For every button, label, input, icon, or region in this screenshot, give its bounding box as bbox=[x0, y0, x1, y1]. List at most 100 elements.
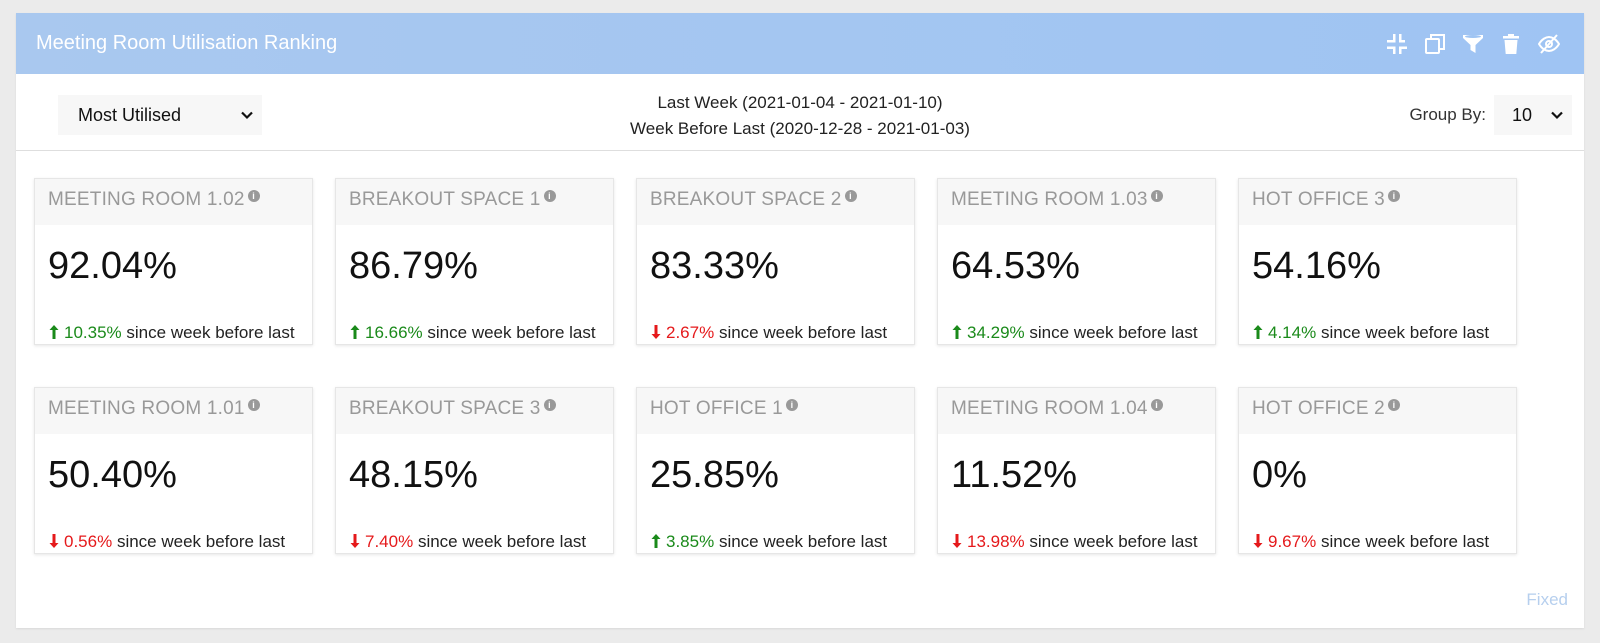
room-name: MEETING ROOM 1.03 bbox=[951, 189, 1148, 210]
utilisation-value: 92.04% bbox=[48, 245, 177, 287]
change-indicator: 13.98% since week before last bbox=[938, 510, 1215, 552]
utilisation-value: 48.15% bbox=[349, 454, 478, 496]
arrow-down-icon bbox=[952, 534, 962, 548]
arrow-down-icon bbox=[1253, 534, 1263, 548]
change-percent: 3.85% bbox=[666, 532, 715, 551]
change-suffix: since week before last bbox=[427, 323, 596, 342]
week-before-last-range: Week Before Last (2020-12-28 - 2021-01-0… bbox=[630, 119, 970, 138]
room-name: BREAKOUT SPACE 3 bbox=[349, 398, 541, 419]
room-card: HOT OFFICE 2 i 0% 9.67% since week before l… bbox=[1238, 387, 1517, 554]
info-icon[interactable]: i bbox=[1387, 190, 1400, 202]
card-header: MEETING ROOM 1.02 i bbox=[35, 179, 312, 225]
chevron-down-icon bbox=[1551, 111, 1563, 120]
eye-slash-icon[interactable] bbox=[1538, 33, 1560, 55]
change-indicator: 2.67% since week before last bbox=[637, 301, 914, 343]
room-card: BREAKOUT SPACE 3 i 48.15% 7.40% since week … bbox=[335, 387, 614, 554]
utilisation-value: 50.40% bbox=[48, 454, 177, 496]
room-name: HOT OFFICE 1 bbox=[650, 398, 783, 419]
panel-title: Meeting Room Utilisation Ranking bbox=[36, 32, 338, 54]
group-by-control: Group By: 10 bbox=[1409, 95, 1572, 135]
room-name: BREAKOUT SPACE 1 bbox=[349, 189, 541, 210]
sort-select[interactable]: Most Utilised bbox=[58, 95, 262, 135]
change-percent: 2.67% bbox=[666, 323, 715, 342]
room-card: MEETING ROOM 1.02 i 92.04% 10.35% since wee… bbox=[34, 178, 313, 345]
room-card: HOT OFFICE 1 i 25.85% 3.85% since week befo… bbox=[636, 387, 915, 554]
arrow-up-icon bbox=[350, 325, 360, 339]
change-indicator: 9.67% since week before last bbox=[1239, 510, 1516, 552]
change-percent: 16.66% bbox=[365, 323, 423, 342]
change-suffix: since week before last bbox=[417, 532, 587, 551]
group-by-select[interactable]: 10 bbox=[1494, 95, 1572, 135]
change-percent: 4.14% bbox=[1268, 323, 1317, 342]
fixed-label[interactable]: Fixed bbox=[1526, 590, 1568, 609]
arrow-up-icon bbox=[952, 325, 962, 339]
change-indicator: 10.35% since week before last bbox=[35, 301, 312, 343]
change-suffix: since week before last bbox=[718, 532, 888, 551]
utilisation-value: 54.16% bbox=[1252, 245, 1381, 287]
card-header: MEETING ROOM 1.04 i bbox=[938, 388, 1215, 434]
room-name: BREAKOUT SPACE 2 bbox=[650, 189, 842, 210]
info-icon[interactable]: i bbox=[247, 399, 260, 411]
arrow-down-icon bbox=[651, 325, 661, 339]
change-suffix: since week before last bbox=[126, 323, 295, 342]
utilisation-value: 86.79% bbox=[349, 245, 478, 287]
sort-select-value: Most Utilised bbox=[78, 104, 182, 125]
room-name: MEETING ROOM 1.04 bbox=[951, 398, 1148, 419]
info-icon[interactable]: i bbox=[543, 399, 556, 411]
copy-icon[interactable] bbox=[1424, 33, 1446, 55]
utilisation-value: 64.53% bbox=[951, 245, 1080, 287]
last-week-range: Last Week (2021-01-04 - 2021-01-10) bbox=[657, 93, 943, 112]
compress-icon[interactable] bbox=[1386, 33, 1408, 55]
info-icon[interactable]: i bbox=[844, 190, 857, 202]
room-card: MEETING ROOM 1.03 i 64.53% 34.29% since wee… bbox=[937, 178, 1216, 345]
info-icon[interactable]: i bbox=[247, 190, 260, 202]
change-percent: 0.56% bbox=[64, 532, 113, 551]
info-icon[interactable]: i bbox=[543, 190, 556, 202]
change-suffix: since week before last bbox=[1029, 532, 1198, 551]
info-icon[interactable]: i bbox=[1150, 399, 1163, 411]
room-card: HOT OFFICE 3 i 54.16% 4.14% since week befo… bbox=[1238, 178, 1517, 345]
change-indicator: 7.40% since week before last bbox=[336, 510, 613, 552]
panel-toolbar bbox=[1386, 33, 1560, 55]
card-header: MEETING ROOM 1.03 i bbox=[938, 179, 1215, 225]
arrow-up-icon bbox=[1253, 325, 1263, 339]
room-card: BREAKOUT SPACE 1 i 86.79% 16.66% since week… bbox=[335, 178, 614, 345]
change-suffix: since week before last bbox=[116, 532, 286, 551]
arrow-up-icon bbox=[651, 534, 661, 548]
change-indicator: 16.66% since week before last bbox=[336, 301, 613, 343]
change-suffix: since week before last bbox=[718, 323, 888, 342]
arrow-down-icon bbox=[350, 534, 360, 548]
trash-icon[interactable] bbox=[1500, 33, 1522, 55]
change-indicator: 0.56% since week before last bbox=[35, 510, 312, 552]
info-icon[interactable]: i bbox=[785, 399, 798, 411]
room-name: MEETING ROOM 1.02 bbox=[48, 189, 245, 210]
panel-header: Meeting Room Utilisation Ranking bbox=[16, 13, 1584, 74]
date-range-info: Last Week (2021-01-04 - 2021-01-10) Week… bbox=[16, 90, 1584, 142]
chevron-down-icon bbox=[241, 111, 253, 120]
room-card: BREAKOUT SPACE 2 i 83.33% 2.67% since week … bbox=[636, 178, 915, 345]
arrow-up-icon bbox=[49, 325, 59, 339]
utilisation-value: 0% bbox=[1252, 454, 1307, 496]
room-card: MEETING ROOM 1.04 i 11.52% 13.98% since wee… bbox=[937, 387, 1216, 554]
room-name: HOT OFFICE 3 bbox=[1252, 189, 1385, 210]
info-icon[interactable]: i bbox=[1387, 399, 1400, 411]
change-suffix: since week before last bbox=[1320, 323, 1490, 342]
group-by-label: Group By: bbox=[1409, 105, 1486, 124]
filter-icon[interactable] bbox=[1462, 33, 1484, 55]
room-name: HOT OFFICE 2 bbox=[1252, 398, 1385, 419]
controls-bar: Most Utilised Last Week (2021-01-04 - 20… bbox=[16, 74, 1584, 151]
card-header: MEETING ROOM 1.01 i bbox=[35, 388, 312, 434]
change-indicator: 4.14% since week before last bbox=[1239, 301, 1516, 343]
utilisation-value: 83.33% bbox=[650, 245, 779, 287]
info-icon[interactable]: i bbox=[1150, 190, 1163, 202]
change-percent: 13.98% bbox=[967, 532, 1025, 551]
utilisation-value: 11.52% bbox=[951, 454, 1078, 496]
change-suffix: since week before last bbox=[1029, 323, 1198, 342]
group-by-value: 10 bbox=[1512, 104, 1533, 125]
arrow-down-icon bbox=[49, 534, 59, 548]
